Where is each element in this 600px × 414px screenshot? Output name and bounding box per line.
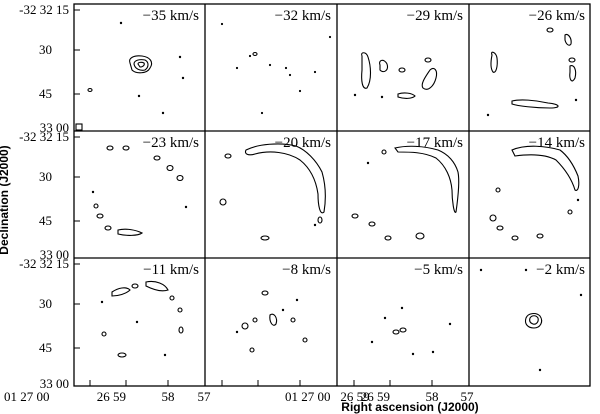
- x-axis-title: Right ascension (J2000): [341, 400, 478, 414]
- y-tick-label: 33 00: [40, 120, 69, 135]
- panel-contours-9: [100, 280, 184, 358]
- panel-contours-2: [220, 22, 332, 115]
- x-tick-label: 58: [162, 389, 175, 404]
- velocity-label: −26 km/s: [529, 8, 586, 24]
- y-tick-marks: [74, 9, 80, 349]
- x-tick-label: 26 59: [97, 389, 126, 404]
- panel-contours-1: [75, 21, 185, 131]
- velocity-label: −2 km/s: [536, 262, 585, 278]
- panel-contours-8: [489, 145, 580, 241]
- y-tick-label: 45: [39, 213, 52, 228]
- y-tick-label: 33 00: [40, 376, 69, 391]
- x-tick-label: 01 27 00: [4, 389, 50, 404]
- x-tick-label: 58: [426, 389, 439, 404]
- y-tick-label: 45: [39, 340, 52, 355]
- velocity-label: −23 km/s: [143, 135, 200, 151]
- y-tick-label: 30: [39, 42, 52, 57]
- x-tick-label: 26 59: [340, 389, 369, 404]
- y-tick-label: 33 00: [40, 247, 69, 262]
- x-tick-labels: 01 27 00 26 59 58 57 01 27 00 26 59 58 5…: [4, 389, 474, 404]
- velocity-label: −35 km/s: [143, 8, 200, 24]
- y-tick-label: -32 32 15: [19, 256, 69, 271]
- panel-contours-3: [353, 52, 438, 99]
- panel-contours-11: [370, 306, 452, 356]
- velocity-label: −5 km/s: [414, 262, 463, 278]
- panel-contours-7: [351, 145, 460, 241]
- y-axis-title: Declination (J2000): [0, 145, 11, 254]
- velocity-label: −32 km/s: [275, 8, 332, 24]
- panel-contours-10: [235, 290, 308, 353]
- x-tick-label: 57: [198, 389, 212, 404]
- x-tick-label: 01 27 00: [285, 389, 331, 404]
- y-tick-label: 45: [39, 86, 52, 101]
- panel-contours-12: [479, 268, 583, 372]
- velocity-label: −20 km/s: [275, 135, 332, 151]
- y-tick-labels: -32 32 15 30 45 -32 32 15 30 45 33 00 -3…: [19, 2, 69, 391]
- contours: [75, 21, 583, 372]
- panel-contours-6: [219, 143, 326, 241]
- velocity-labels: −35 km/s −32 km/s −29 km/s −26 km/s −23 …: [143, 8, 586, 278]
- velocity-label: −29 km/s: [407, 8, 464, 24]
- panel-contours-4: [486, 27, 578, 117]
- panel-frames: [73, 3, 591, 387]
- panel-contours-5: [91, 145, 188, 236]
- x-tick-label: 26 59: [361, 389, 390, 404]
- y-tick-label: 30: [39, 169, 52, 184]
- velocity-label: −8 km/s: [282, 262, 331, 278]
- x-tick-marks: [89, 380, 433, 386]
- velocity-label: −11 km/s: [143, 262, 199, 278]
- x-tick-label: 57: [461, 389, 475, 404]
- y-tick-label: -32 32 15: [19, 2, 69, 17]
- y-tick-label: -32 32 15: [19, 129, 69, 144]
- y-tick-label: 30: [39, 296, 52, 311]
